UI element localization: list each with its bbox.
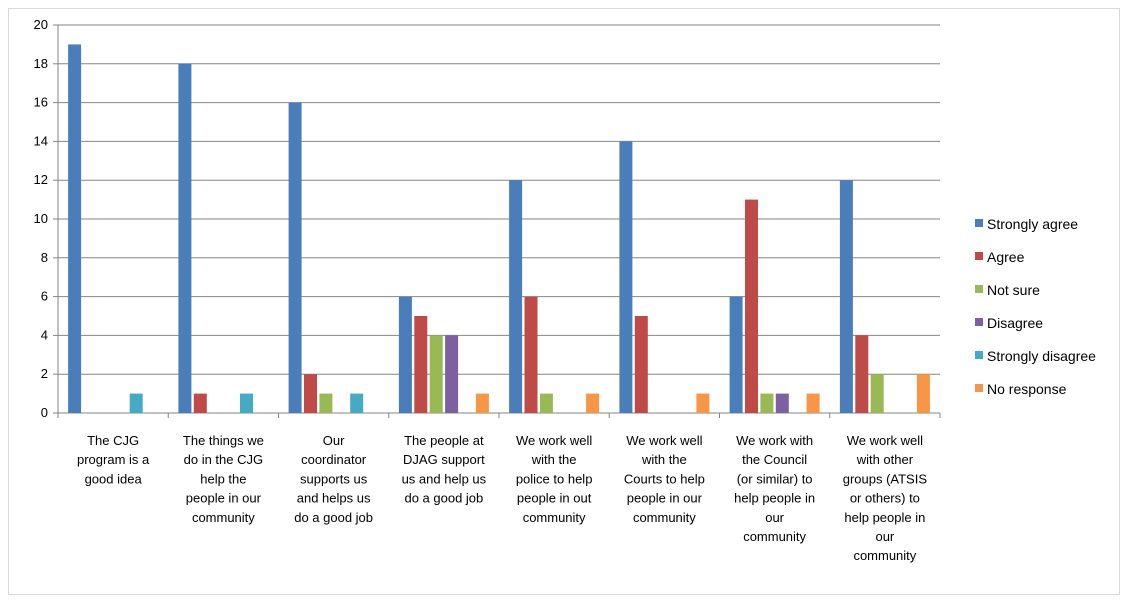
x-category-label: We work well with the police to help people… xyxy=(516,433,593,525)
legend-label: No response xyxy=(987,381,1067,397)
x-category-label: The things we do in the CJG help the people… xyxy=(183,433,264,525)
bar-strongly-agree xyxy=(68,44,82,414)
legend-label: Disagree xyxy=(987,315,1043,331)
bar-agree xyxy=(304,374,317,413)
x-category-label: The people at DJAG support us and help us d… xyxy=(402,433,487,506)
bar-strongly-agree xyxy=(619,141,633,413)
y-tick-label: 18 xyxy=(34,56,48,71)
bar-strongly-disagree xyxy=(240,393,253,413)
bar-no-response xyxy=(696,393,710,413)
bar-strongly-agree xyxy=(398,296,412,413)
bar-not-sure xyxy=(760,393,774,413)
bar-strongly-disagree xyxy=(129,393,143,413)
bar-agree xyxy=(634,316,648,413)
x-category-label: The CJG program is a good idea xyxy=(77,433,150,486)
y-tick-label: 12 xyxy=(34,172,48,187)
legend-swatch xyxy=(975,219,983,227)
x-category-label: We work well with the Courts to help people… xyxy=(624,433,705,525)
legend-swatch xyxy=(975,318,983,326)
bar-no-response xyxy=(916,374,930,413)
bar-strongly-agree xyxy=(839,180,853,413)
bar-no-response xyxy=(475,393,489,413)
y-tick-label: 4 xyxy=(41,327,48,342)
chart-frame xyxy=(8,8,1120,595)
y-tick-label: 0 xyxy=(41,405,48,420)
x-category-label: Our coordinator supports us and helps us do … xyxy=(294,433,373,525)
bar-strongly-agree xyxy=(509,180,523,413)
y-tick-label: 16 xyxy=(34,95,48,110)
y-tick-label: 2 xyxy=(41,366,48,381)
bar-disagree xyxy=(445,335,459,413)
legend-label: Agree xyxy=(987,249,1025,265)
legend-label: Strongly disagree xyxy=(987,348,1096,364)
bar-not-sure xyxy=(319,393,333,413)
legend-label: Strongly agree xyxy=(987,216,1078,232)
bar-disagree xyxy=(775,393,789,413)
y-tick-label: 20 xyxy=(34,17,48,32)
bar-agree xyxy=(414,316,428,413)
bar-agree xyxy=(193,393,207,413)
bar-not-sure xyxy=(429,335,443,413)
bar-strongly-disagree xyxy=(350,393,364,413)
x-category-label: We work with the Council (or similar) to he… xyxy=(734,433,815,544)
y-tick-label: 10 xyxy=(34,211,48,226)
bar-strongly-agree xyxy=(178,63,192,414)
legend-swatch xyxy=(975,351,983,359)
x-category-label: We work well with other groups (ATSIS or ot… xyxy=(843,433,928,563)
bar-not-sure xyxy=(539,393,553,413)
bar-agree xyxy=(524,296,538,413)
bar-strongly-agree xyxy=(729,296,743,413)
bar-not-sure xyxy=(870,374,884,413)
y-tick-label: 8 xyxy=(41,250,48,265)
y-tick-label: 6 xyxy=(41,289,48,304)
legend-swatch xyxy=(975,252,983,260)
legend-swatch xyxy=(975,384,983,392)
y-tick-label: 14 xyxy=(34,133,48,148)
legend-label: Not sure xyxy=(987,282,1040,298)
bar-no-response xyxy=(806,393,820,413)
bar-agree xyxy=(745,199,758,413)
bar-agree xyxy=(855,335,869,413)
bar-no-response xyxy=(586,393,600,413)
legend-swatch xyxy=(975,285,983,293)
bar-strongly-agree xyxy=(288,102,302,413)
